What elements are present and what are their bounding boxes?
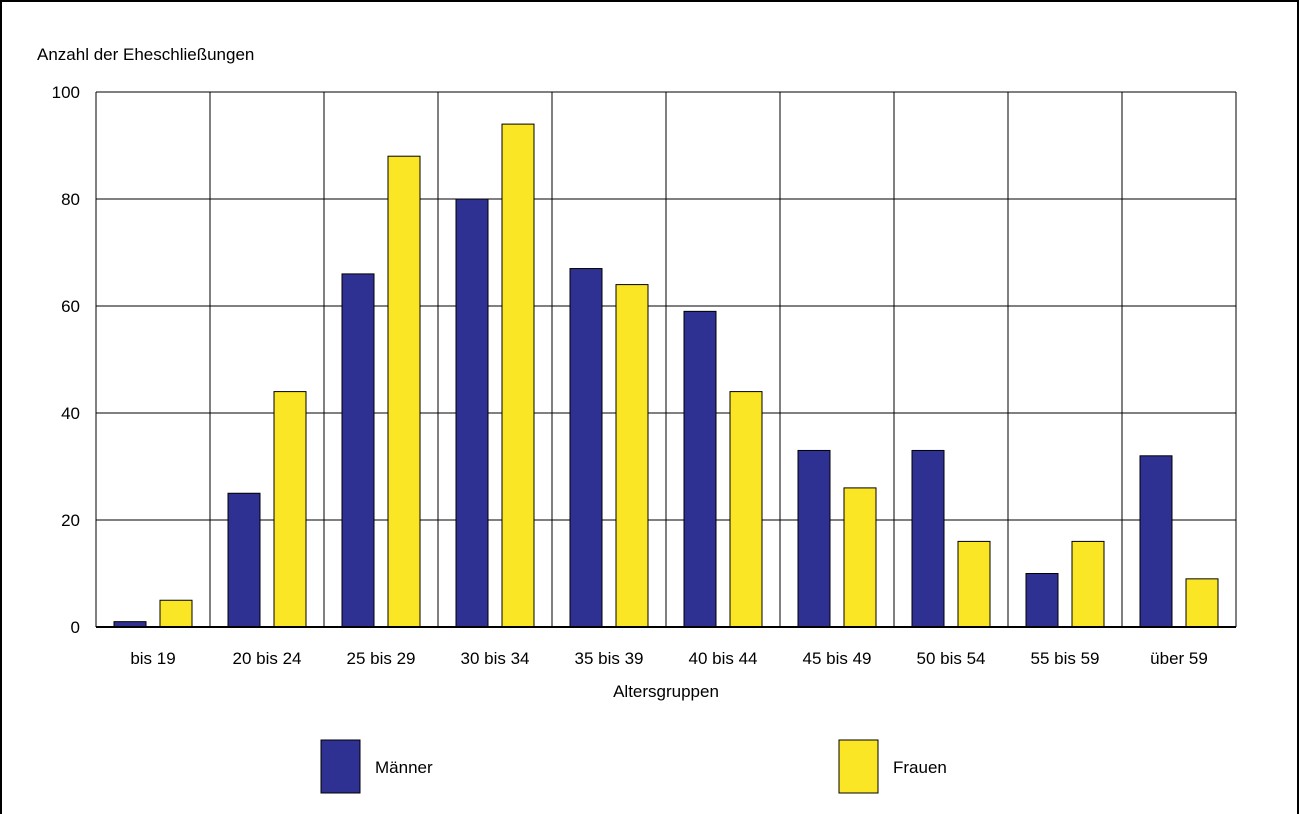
legend-label: Männer [375,758,433,777]
x-tick-label: 30 bis 34 [461,649,530,668]
legend-label: Frauen [893,758,947,777]
bar-frauen [387,155,421,628]
legend: Männer Frauen [320,739,947,794]
bar-frauen [615,284,649,628]
x-tick-label: 20 bis 24 [233,649,302,668]
x-tick-labels: bis 19 20 bis 24 25 bis 29 30 bis 34 35 bis … [130,649,1208,668]
bar-maenner [227,492,261,628]
bar-frauen [843,487,877,628]
y-tick-label: 40 [61,404,80,423]
x-tick-label: über 59 [1150,649,1208,668]
bar-frauen [1071,540,1105,628]
y-axis-label: Anzahl der Eheschließungen [37,45,254,64]
bar-maenner [911,449,945,628]
y-tick-labels: 0 20 40 60 80 100 [52,83,80,637]
bar-frauen [273,391,307,628]
bar-maenner [569,268,603,628]
legend-swatch [320,739,361,794]
x-tick-label: 25 bis 29 [347,649,416,668]
x-tick-label: bis 19 [130,649,175,668]
bar-maenner [797,449,831,628]
x-tick-label: 35 bis 39 [575,649,644,668]
y-tick-label: 0 [71,618,80,637]
bar-maenner [455,198,489,628]
bar-maenner [1025,573,1059,628]
bars [96,123,1236,628]
y-tick-label: 100 [52,83,80,102]
x-tick-label: 45 bis 49 [803,649,872,668]
y-tick-label: 80 [61,190,80,209]
bar-frauen [1185,578,1219,628]
bar-frauen [159,599,193,628]
bar-maenner [1139,455,1173,628]
bar-maenner [341,273,375,628]
bar-frauen [501,123,535,628]
x-tick-label: 50 bis 54 [917,649,986,668]
bar-frauen [957,540,991,628]
y-tick-label: 60 [61,297,80,316]
bar-frauen [729,391,763,628]
y-tick-label: 20 [61,511,80,530]
x-tick-label: 55 bis 59 [1031,649,1100,668]
legend-swatch [838,739,879,794]
grid-lines [95,91,1237,627]
x-axis-label: Altersgruppen [613,682,719,701]
bar-maenner [683,310,717,628]
x-tick-label: 40 bis 44 [689,649,758,668]
